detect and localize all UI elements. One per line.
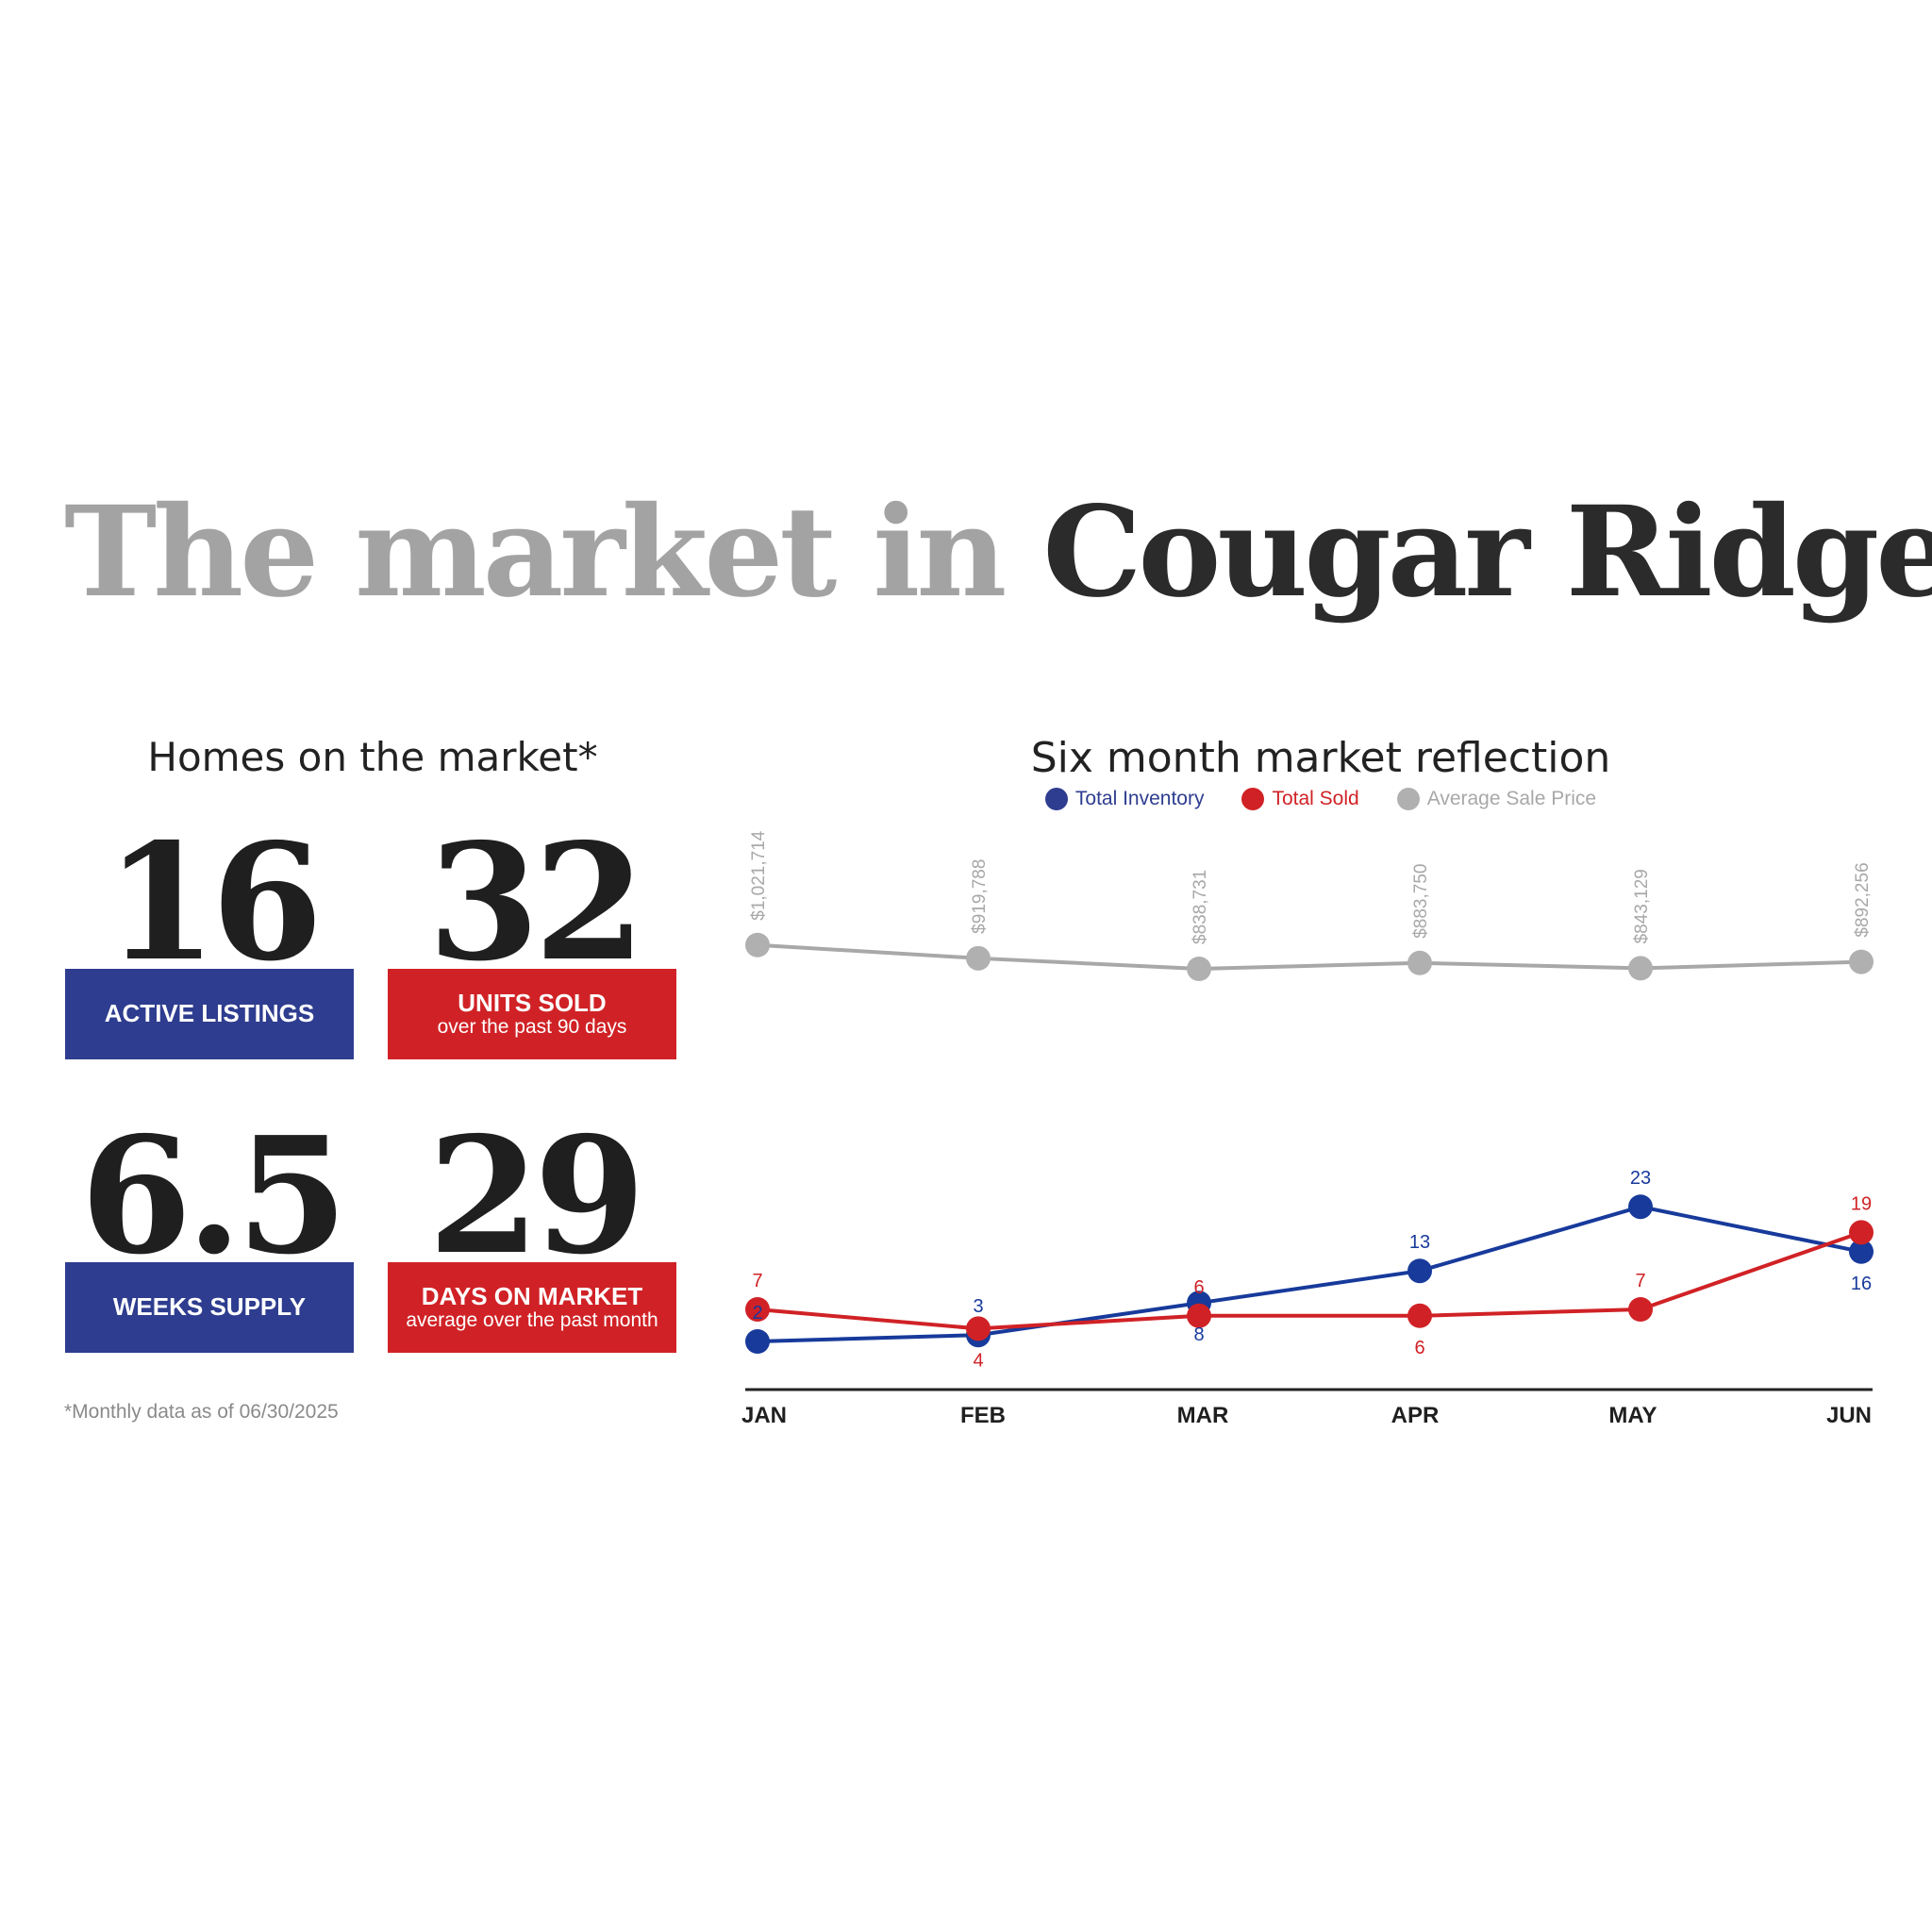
days-on-market-value: 29 [427,1102,646,1291]
inventory-data-label-apr: 13 [1409,1232,1430,1253]
units-sold-label: UNITS SOLD [458,989,607,1018]
inventory-data-label-feb: 3 [973,1296,983,1317]
price-data-label-mar: $838,731 [1191,870,1210,944]
legend-label-price: Average Sale Price [1426,788,1597,809]
series-line-average-sale-price [757,942,1862,972]
days-on-market-sublabel: average over the past month [406,1308,658,1331]
sold-point-feb [966,1316,991,1341]
inventory-data-label-jan: 2 [752,1303,762,1324]
x-tick-label-jan: JAN [741,1403,787,1428]
price-point-jan [745,932,770,958]
chart-legend: Total Inventory Total Sold Average Sale … [745,788,1896,810]
legend-dot-price [1396,788,1420,810]
price-data-label-apr: $883,750 [1411,864,1431,939]
units-sold-value: 32 [427,808,646,997]
inventory-point-jun [1849,1239,1874,1264]
sold-data-label-apr: 6 [1414,1338,1424,1358]
sold-point-apr [1407,1303,1432,1328]
legend-label-inventory: Total Inventory [1074,788,1205,809]
price-data-label-may: $843,129 [1632,869,1652,943]
homes-heading: Homes on the market* [147,734,598,780]
inventory-point-jan [745,1329,770,1354]
legend-item-sold: Total Sold [1241,788,1359,810]
units-sold-box: UNITS SOLD over the past 90 days [388,969,676,1059]
sold-point-jan [745,1297,770,1322]
inventory-data-label-jun: 16 [1851,1274,1872,1294]
price-data-label-jan: $1,021,714 [749,830,769,921]
legend-dot-sold [1241,788,1265,810]
x-tick-label-apr: APR [1391,1403,1440,1428]
inventory-data-label-may: 23 [1630,1168,1651,1189]
title-prefix: The market in [64,479,1043,625]
sold-point-jun [1849,1220,1874,1245]
sold-point-may [1628,1297,1653,1322]
chart-title: Six month market reflection [1030,734,1611,782]
x-tick-label-mar: MAR [1177,1403,1229,1428]
footnote: *Monthly data as of 06/30/2025 [64,1401,339,1423]
price-point-apr [1407,950,1432,975]
x-tick-label-jun: JUN [1826,1403,1872,1428]
price-point-may [1628,956,1653,981]
inventory-point-may [1628,1194,1653,1220]
legend-dot-inventory [1044,788,1068,810]
legend-label-sold: Total Sold [1272,788,1359,809]
inventory-data-label-mar: 8 [1193,1324,1204,1345]
days-on-market-box: DAYS ON MARKET average over the past mon… [388,1262,676,1353]
price-data-label-feb: $919,788 [970,859,990,934]
active-listings-value: 16 [105,808,324,997]
weeks-supply-value: 6.5 [80,1102,348,1291]
legend-item-inventory: Total Inventory [1044,788,1205,810]
weeks-supply-label: WEEKS SUPPLY [112,1292,307,1322]
price-point-mar [1187,957,1211,981]
weeks-supply-box: WEEKS SUPPLY [65,1262,354,1353]
sold-data-label-jun: 19 [1851,1193,1872,1214]
x-tick-label-may: MAY [1608,1403,1657,1428]
price-point-feb [966,945,991,971]
series-line-total-sold [757,1230,1862,1331]
legend-item-price: Average Sale Price [1396,788,1597,810]
sold-data-label-jan: 7 [752,1271,762,1291]
x-tick-label-feb: FEB [960,1403,1006,1428]
price-point-jun [1849,949,1874,974]
days-on-market-label: DAYS ON MARKET [421,1282,643,1311]
price-data-label-jun: $892,256 [1853,862,1873,937]
sold-point-mar [1187,1303,1211,1328]
units-sold-sublabel: over the past 90 days [437,1015,627,1038]
sold-data-label-may: 7 [1635,1271,1645,1291]
sold-data-label-mar: 6 [1193,1277,1204,1298]
active-listings-label: ACTIVE LISTINGS [104,999,315,1028]
active-listings-box: ACTIVE LISTINGS [65,969,354,1059]
series-line-total-inventory [757,1205,1862,1343]
sold-data-label-feb: 4 [973,1350,983,1371]
title-location: Cougar Ridge [1042,479,1932,625]
inventory-point-apr [1407,1258,1432,1284]
page-title: The market in Cougar Ridge [64,491,1932,615]
